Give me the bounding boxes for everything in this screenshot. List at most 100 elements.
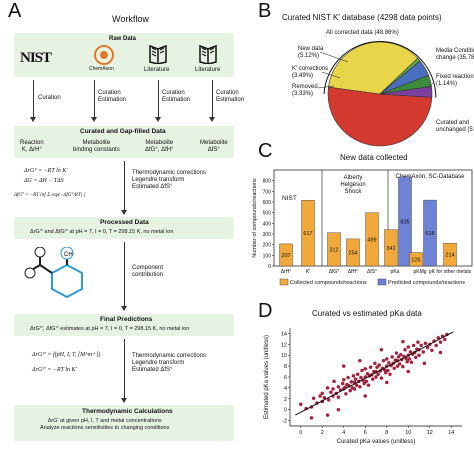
chemaxon-logo <box>93 44 115 71</box>
scatter-point <box>368 365 373 369</box>
pie-slice-curated-and-unchanged <box>327 86 433 147</box>
literature-label-1: Literature <box>144 67 170 73</box>
scatter-point <box>336 395 341 399</box>
scatter-point <box>320 391 325 396</box>
bar-collected-label-0: 207 <box>281 253 290 259</box>
arrow-2 <box>94 80 95 118</box>
bar-collected-label-1: 617 <box>303 231 312 237</box>
processed-box <box>14 217 234 239</box>
calc-box <box>14 405 234 441</box>
raw-data-title: Raw Data <box>109 36 137 42</box>
scatter-point <box>383 370 388 375</box>
pie-title: Curated NIST K′ database (4298 data poin… <box>282 13 442 22</box>
thermo-note-2: Thermodynamic corrections Legendre trans… <box>132 353 207 373</box>
pie-label-new-data: New data (5.12%) <box>298 46 324 59</box>
scatter-ytick-label-0: 0 <box>284 408 287 414</box>
scatter-point <box>419 343 423 348</box>
thermo-note-1: Thermodynamic corrections Legendre trans… <box>132 170 207 190</box>
chemaxon-label: ChemAxon <box>89 66 114 72</box>
scatter-trend-line <box>295 331 454 416</box>
bar-collected-5 <box>384 229 398 267</box>
bar-group-alberty: Alberty Helgeson Shock <box>340 175 365 195</box>
legend-predicted-label: Predicted compounds/reactions <box>388 280 465 286</box>
scatter-point <box>336 385 341 389</box>
bar-ytick-label-200: 200 <box>263 243 272 249</box>
scatter-point <box>366 383 371 387</box>
bar-ytick-label-0: 0 <box>268 264 271 270</box>
scatter-point <box>353 377 358 381</box>
scatter-point <box>386 368 390 373</box>
pie-label-k-corrections: K′ corrections (3.49%) <box>292 66 328 79</box>
scatter-point <box>388 372 392 377</box>
scatter-point <box>340 381 345 386</box>
scatter-point <box>346 375 350 380</box>
bar-ytick-label-400: 400 <box>263 221 272 227</box>
bar-category-4: ΔfS° <box>367 269 377 275</box>
scatter-ytick-label-14: 14 <box>281 331 287 337</box>
final-title: Final Predictions <box>100 316 153 323</box>
arrowhead-1 <box>30 117 36 122</box>
bar-category-6: pKMg <box>413 269 426 275</box>
scatter-point <box>374 375 378 379</box>
bar-group-chemaxon: ChemAxon, SC-Database <box>395 174 465 180</box>
scatter-point <box>299 402 303 406</box>
processed-title: Processed Data <box>100 219 149 226</box>
scatter-xtick-label-8: 8 <box>385 430 388 436</box>
pie-corrected-arc <box>323 41 437 98</box>
arrowhead-2 <box>91 117 97 122</box>
scatter-point <box>397 362 402 366</box>
scatter-point <box>359 375 363 380</box>
scatter-point <box>377 363 381 367</box>
panel-c-letter: C <box>258 140 273 162</box>
panel-a-letter: A <box>8 0 22 22</box>
scatter-point <box>379 376 384 380</box>
step-label-2: Curation Estimation <box>98 90 127 103</box>
scatter-point <box>417 353 421 357</box>
scatter-point <box>344 392 348 396</box>
pie-leader-2 <box>317 85 335 89</box>
scatter-ytick-label-2: 2 <box>284 397 287 403</box>
final-box <box>14 314 234 336</box>
scatter-point <box>363 367 368 371</box>
scatter-point <box>384 357 389 361</box>
scatter-point <box>326 398 331 402</box>
bar-predicted-label-6: 618 <box>425 231 434 237</box>
curated-col-4: Metabolite ΔfS° <box>200 140 228 153</box>
scatter-point <box>373 361 377 366</box>
scatter-ytick-label-4: 4 <box>284 386 287 392</box>
scatter-point <box>438 350 443 355</box>
scatter-point <box>381 358 386 363</box>
scatter-point <box>363 394 368 398</box>
literature-label-2: Literature <box>195 67 221 73</box>
scatter-point <box>421 350 426 354</box>
legend-collected-swatch <box>279 278 289 286</box>
scatter-xtick-label-4: 4 <box>342 430 345 436</box>
scatter-ytick-label-6: 6 <box>284 375 287 381</box>
bar-collected-7 <box>443 242 457 267</box>
bar-category-0: ΔrH° <box>281 269 292 275</box>
scatter-point <box>309 416 314 420</box>
scatter-point <box>392 366 397 371</box>
scatter-xtick-label-0: 0 <box>299 430 302 436</box>
arrow-5 <box>124 161 125 211</box>
step-label-4: Curation Estimation <box>216 90 245 103</box>
pie-slice-removed <box>379 86 433 98</box>
scatter-xtick-label-6: 6 <box>364 430 367 436</box>
scatter-ytick-label-8: 8 <box>284 364 287 370</box>
pie-label-removed: Removed (3.33%) <box>292 84 318 97</box>
pie-leader-0 <box>319 51 349 63</box>
scatter-point <box>411 343 416 348</box>
bar-title: New data collected <box>340 153 408 162</box>
pie-leader-1 <box>321 71 341 79</box>
scatter-point <box>395 364 400 368</box>
eq1-line2: ΔG = ΔH − TΔS <box>24 178 64 184</box>
scatter-point <box>379 348 384 352</box>
scatter-point <box>423 341 428 345</box>
scatter-point <box>364 379 369 384</box>
legend-collected-label: Collected compounds/reactions <box>290 280 367 286</box>
arrow-7 <box>124 339 125 399</box>
panel-b-letter: B <box>258 0 272 22</box>
scatter-point <box>318 394 322 398</box>
component-note: Component contribution <box>132 265 164 278</box>
scatter-point <box>311 396 316 400</box>
